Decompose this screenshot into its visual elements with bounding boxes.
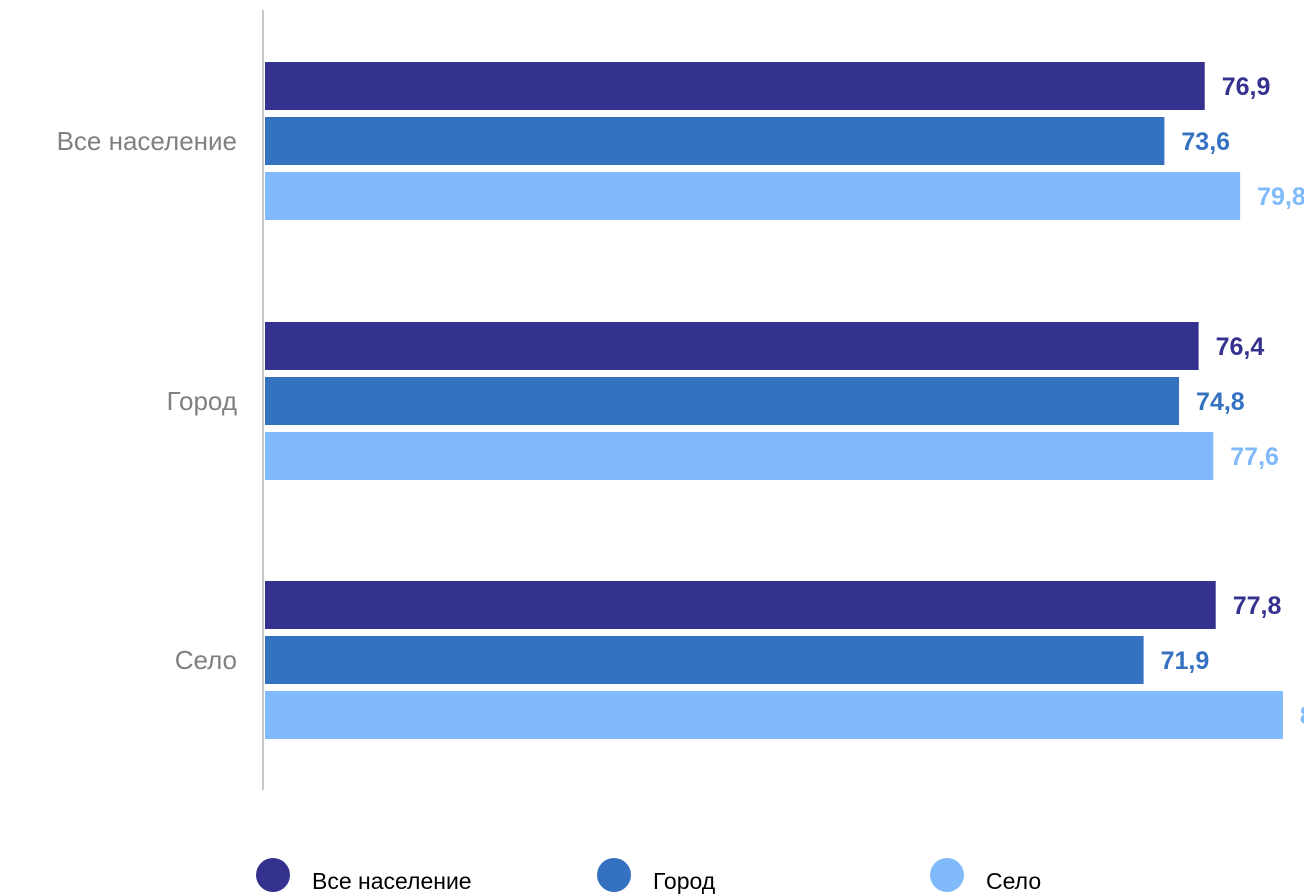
legend-label-village: Село	[986, 868, 1042, 894]
bar-city-city	[265, 377, 1180, 425]
legend: Все население Город Село	[0, 858, 1304, 894]
legend-swatch-city	[597, 858, 631, 892]
data-label-village-village: 83,3	[1300, 702, 1304, 730]
legend-swatch-all-population	[256, 858, 290, 892]
bar-all-population-all-population	[265, 62, 1205, 110]
category-label-all-population: Все население	[57, 126, 237, 156]
bar-all-population-village	[265, 581, 1216, 629]
data-label-all-population-all-population: 76,9	[1222, 73, 1271, 101]
category-label-village: Село	[175, 645, 237, 675]
legend-label-city: Город	[653, 868, 716, 894]
data-label-city-city: 74,8	[1196, 388, 1245, 416]
data-label-city-all-population: 73,6	[1181, 128, 1230, 156]
bar-city-all-population	[265, 117, 1165, 165]
category-label-city: Город	[167, 386, 237, 416]
data-label-city-village: 71,9	[1161, 647, 1210, 675]
data-label-village-all-population: 79,8	[1257, 183, 1304, 211]
bar-chart: Все население 76,9 73,6 79,8 Город 76,4 74,8 77…	[57, 10, 1304, 790]
data-label-all-population-village: 77,8	[1233, 592, 1282, 620]
data-label-all-population-city: 76,4	[1216, 333, 1265, 361]
legend-label-all-population: Все население	[312, 868, 472, 894]
legend-swatch-village	[930, 858, 964, 892]
bar-village-city	[265, 432, 1214, 480]
bar-village-all-population	[265, 172, 1241, 220]
data-label-village-city: 77,6	[1230, 443, 1279, 471]
bar-village-village	[265, 691, 1283, 739]
bar-all-population-city	[265, 322, 1199, 370]
bar-city-village	[265, 636, 1144, 684]
